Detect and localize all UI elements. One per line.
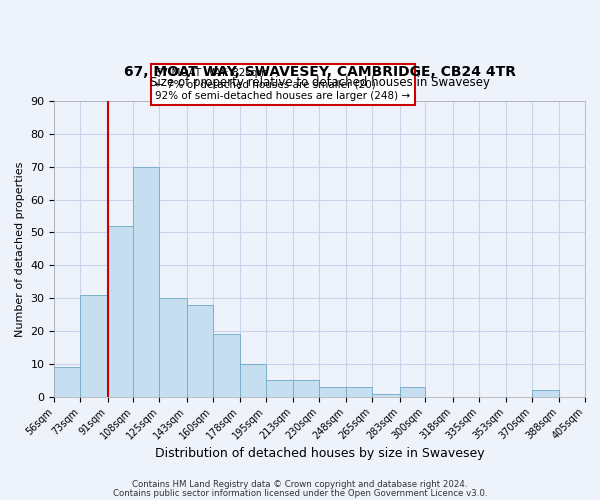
Bar [293, 380, 319, 397]
Text: Contains public sector information licensed under the Open Government Licence v3: Contains public sector information licen… [113, 490, 487, 498]
Y-axis label: Number of detached properties: Number of detached properties [15, 161, 25, 336]
Bar [319, 387, 346, 397]
Bar [107, 226, 133, 397]
Text: Size of property relative to detached houses in Swavesey: Size of property relative to detached ho… [150, 76, 490, 89]
Bar [133, 166, 160, 397]
X-axis label: Distribution of detached houses by size in Swavesey: Distribution of detached houses by size … [155, 447, 485, 460]
Text: Contains HM Land Registry data © Crown copyright and database right 2024.: Contains HM Land Registry data © Crown c… [132, 480, 468, 489]
Bar [55, 367, 80, 397]
Bar [400, 387, 425, 397]
Bar [80, 295, 107, 397]
Bar [160, 298, 187, 397]
Bar [212, 334, 240, 397]
Bar [346, 387, 372, 397]
Bar [266, 380, 293, 397]
Title: 67, MOAT WAY, SWAVESEY, CAMBRIDGE, CB24 4TR: 67, MOAT WAY, SWAVESEY, CAMBRIDGE, CB24 … [124, 65, 516, 79]
Bar [372, 394, 400, 397]
Bar [187, 305, 212, 397]
Bar [532, 390, 559, 397]
Text: 67 MOAT WAY: 82sqm
← 7% of detached houses are smaller (20)
92% of semi-detached: 67 MOAT WAY: 82sqm ← 7% of detached hous… [155, 68, 410, 101]
Bar [240, 364, 266, 397]
